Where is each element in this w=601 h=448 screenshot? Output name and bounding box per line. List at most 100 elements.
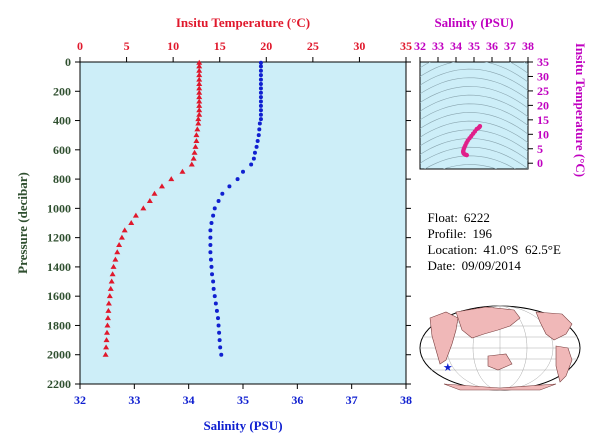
temperature-point — [196, 111, 203, 117]
salinity-point — [258, 99, 263, 104]
density-contour — [420, 86, 528, 109]
temperature-point — [193, 132, 200, 138]
pressure-tick-label: 1800 — [47, 318, 71, 332]
float-location-marker: ★ — [443, 362, 453, 374]
salinity-point — [214, 308, 219, 313]
bottom-axis-title: Salinity (PSU) — [203, 418, 282, 433]
temperature-point — [194, 126, 201, 132]
temperature-axis-ticks: 0 5 10 15 20 25 30 35 — [77, 39, 412, 62]
salinity-tick-label: 34 — [183, 393, 195, 407]
salinity-point — [209, 221, 214, 225]
temperature-point — [196, 59, 203, 65]
ts-plot-background — [419, 61, 529, 170]
salinity-point — [258, 64, 263, 69]
density-contour — [420, 103, 528, 126]
density-contour — [420, 138, 528, 161]
pressure-tick-label: 200 — [53, 84, 71, 98]
temperature-point — [103, 344, 110, 350]
temperature-point — [196, 102, 203, 108]
salinity-tick-label: 37 — [346, 393, 358, 407]
salinity-point — [258, 103, 263, 108]
temperature-point — [128, 220, 135, 225]
salinity-point — [258, 68, 263, 73]
salinity-point — [217, 338, 222, 343]
temperature-point — [121, 227, 128, 233]
ts-temperature-tick-label: 20 — [537, 98, 549, 112]
temperature-point — [104, 315, 111, 321]
temperature-point — [196, 72, 203, 78]
float-marker-star: ★ — [443, 362, 453, 374]
float-value: 6222 — [463, 210, 490, 225]
location-label: Location: — [427, 242, 478, 257]
temperature-point — [196, 107, 203, 113]
temperature-point — [151, 190, 158, 196]
salinity-point — [235, 177, 240, 182]
temperature-point — [196, 80, 203, 86]
pressure-tick-label: 600 — [53, 143, 71, 157]
ts-temperature-tick-label: 5 — [537, 142, 543, 156]
land-antarctica — [443, 383, 557, 391]
salinity-point — [258, 73, 263, 78]
ts-temperature-tick-label: 0 — [537, 156, 543, 170]
temperature-series — [102, 59, 203, 357]
density-contour — [420, 112, 528, 135]
date-label: Date: — [427, 258, 456, 273]
info-profile: Profile: 196 — [421, 210, 493, 242]
salinity-point — [211, 213, 216, 218]
salinity-tick-label: 38 — [400, 393, 412, 407]
ts-salinity-tick-label: 35 — [468, 39, 480, 53]
salinity-point — [216, 199, 221, 204]
salinity-point — [208, 257, 213, 262]
pressure-axis-ticks: 0 200 400 600 800 1000 1200 1400 1600 1800 2000 220… — [47, 55, 411, 391]
salinity-point — [216, 323, 221, 328]
ts-salinity-ticks: 32 33 34 35 36 37 38 — [414, 39, 534, 62]
temperature-point — [104, 322, 111, 328]
ts-y-axis-title: Insitu Temperature (°C) — [573, 43, 588, 177]
temperature-point — [112, 256, 119, 262]
salinity-tick-label: 35 — [237, 393, 249, 407]
salinity-point — [252, 150, 257, 155]
salinity-point — [218, 345, 223, 350]
salinity-tick-label: 32 — [74, 393, 86, 407]
salinity-point — [208, 250, 213, 255]
density-contour — [420, 94, 528, 117]
salinity-point — [216, 316, 221, 321]
date-value: 09/09/2014 — [461, 258, 521, 273]
land-asia — [455, 306, 521, 339]
temperature-tick-label: 10 — [167, 39, 179, 53]
salinity-point — [217, 330, 222, 335]
temperature-point — [118, 234, 125, 240]
salinity-point — [212, 206, 217, 211]
temperature-point — [196, 98, 203, 104]
salinity-point — [257, 121, 262, 126]
profile-plot: 0200400600800100012001400160018002000220… — [15, 15, 412, 433]
ts-salinity-tick-label: 38 — [522, 39, 534, 53]
ts-salinity-tick-label: 33 — [432, 39, 444, 53]
land-north-america — [535, 311, 573, 341]
info-date: Date: 09/09/2014 — [421, 242, 521, 274]
salinity-point — [211, 279, 216, 284]
temperature-point — [188, 161, 195, 167]
salinity-point — [258, 77, 263, 82]
temperature-tick-label: 20 — [260, 39, 272, 53]
ts-point — [464, 152, 469, 158]
temperature-point — [107, 285, 114, 291]
ts-x-axis-title: Salinity (PSU) — [434, 15, 513, 30]
salinity-point — [258, 117, 263, 122]
map-land — [429, 306, 573, 391]
salinity-series — [208, 60, 263, 357]
salinity-point — [258, 86, 263, 91]
temperature-point — [196, 67, 203, 73]
density-contour — [442, 164, 498, 169]
temperature-point — [195, 116, 202, 122]
temperature-point — [168, 176, 175, 182]
salinity-point — [254, 144, 259, 149]
salinity-point — [227, 184, 232, 189]
salinity-point — [258, 60, 263, 65]
temperature-point — [196, 94, 203, 100]
temperature-point — [190, 155, 197, 161]
pressure-tick-label: 1000 — [47, 201, 71, 215]
temperature-point — [193, 138, 200, 144]
ts-salinity-tick-label: 32 — [414, 39, 426, 53]
